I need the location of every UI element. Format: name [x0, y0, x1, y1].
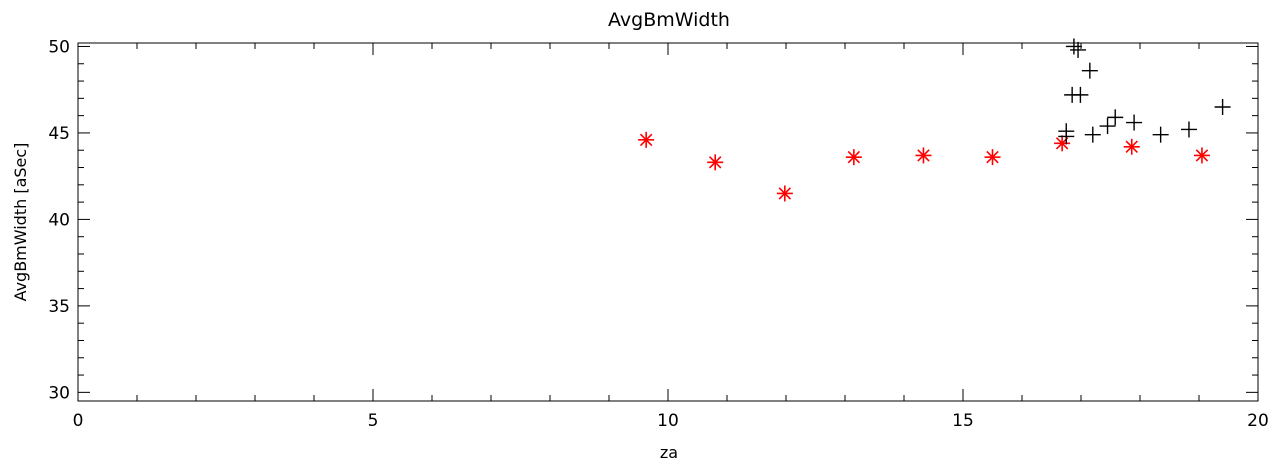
chart-title: AvgBmWidth — [608, 9, 730, 31]
asterisk-point — [915, 147, 932, 164]
y-axis-label: AvgBmWidth [aSec] — [11, 143, 30, 302]
x-axis-label: za — [660, 443, 678, 462]
plus-point — [1180, 121, 1197, 138]
x-tick-label: 20 — [1247, 411, 1269, 431]
axis-tick-labels: 0 5 10 15 20 30 35 40 45 50 — [48, 37, 1268, 431]
plus-point — [1152, 126, 1169, 143]
plus-point — [1099, 118, 1116, 135]
y-tick-label: 40 — [48, 210, 70, 230]
data-points — [638, 38, 1231, 202]
asterisk-point — [1123, 138, 1140, 155]
x-tick-label: 0 — [73, 411, 84, 431]
asterisk-point — [776, 185, 793, 202]
asterisk-point — [1193, 147, 1210, 164]
plus-point — [1126, 114, 1143, 131]
x-tick-label: 10 — [657, 411, 679, 431]
plus-point — [1214, 98, 1231, 115]
y-tick-label: 50 — [48, 37, 70, 57]
asterisk-point — [845, 149, 862, 166]
plus-point — [1058, 128, 1075, 145]
x-tick-label: 5 — [368, 411, 379, 431]
y-tick-label: 45 — [48, 124, 70, 144]
plus-point — [1081, 62, 1098, 79]
x-tick-label: 15 — [952, 411, 974, 431]
plus-point — [1084, 126, 1101, 143]
plus-point — [1072, 86, 1089, 103]
asterisk-point — [638, 131, 655, 148]
asterisk-point — [1054, 135, 1071, 152]
plus-point — [1065, 38, 1082, 55]
y-tick-label: 30 — [48, 383, 70, 403]
y-tick-label: 35 — [48, 297, 70, 317]
asterisk-point — [707, 154, 724, 171]
plus-point — [1107, 109, 1124, 126]
plus-point — [1070, 41, 1087, 58]
asterisk-point — [984, 149, 1001, 166]
